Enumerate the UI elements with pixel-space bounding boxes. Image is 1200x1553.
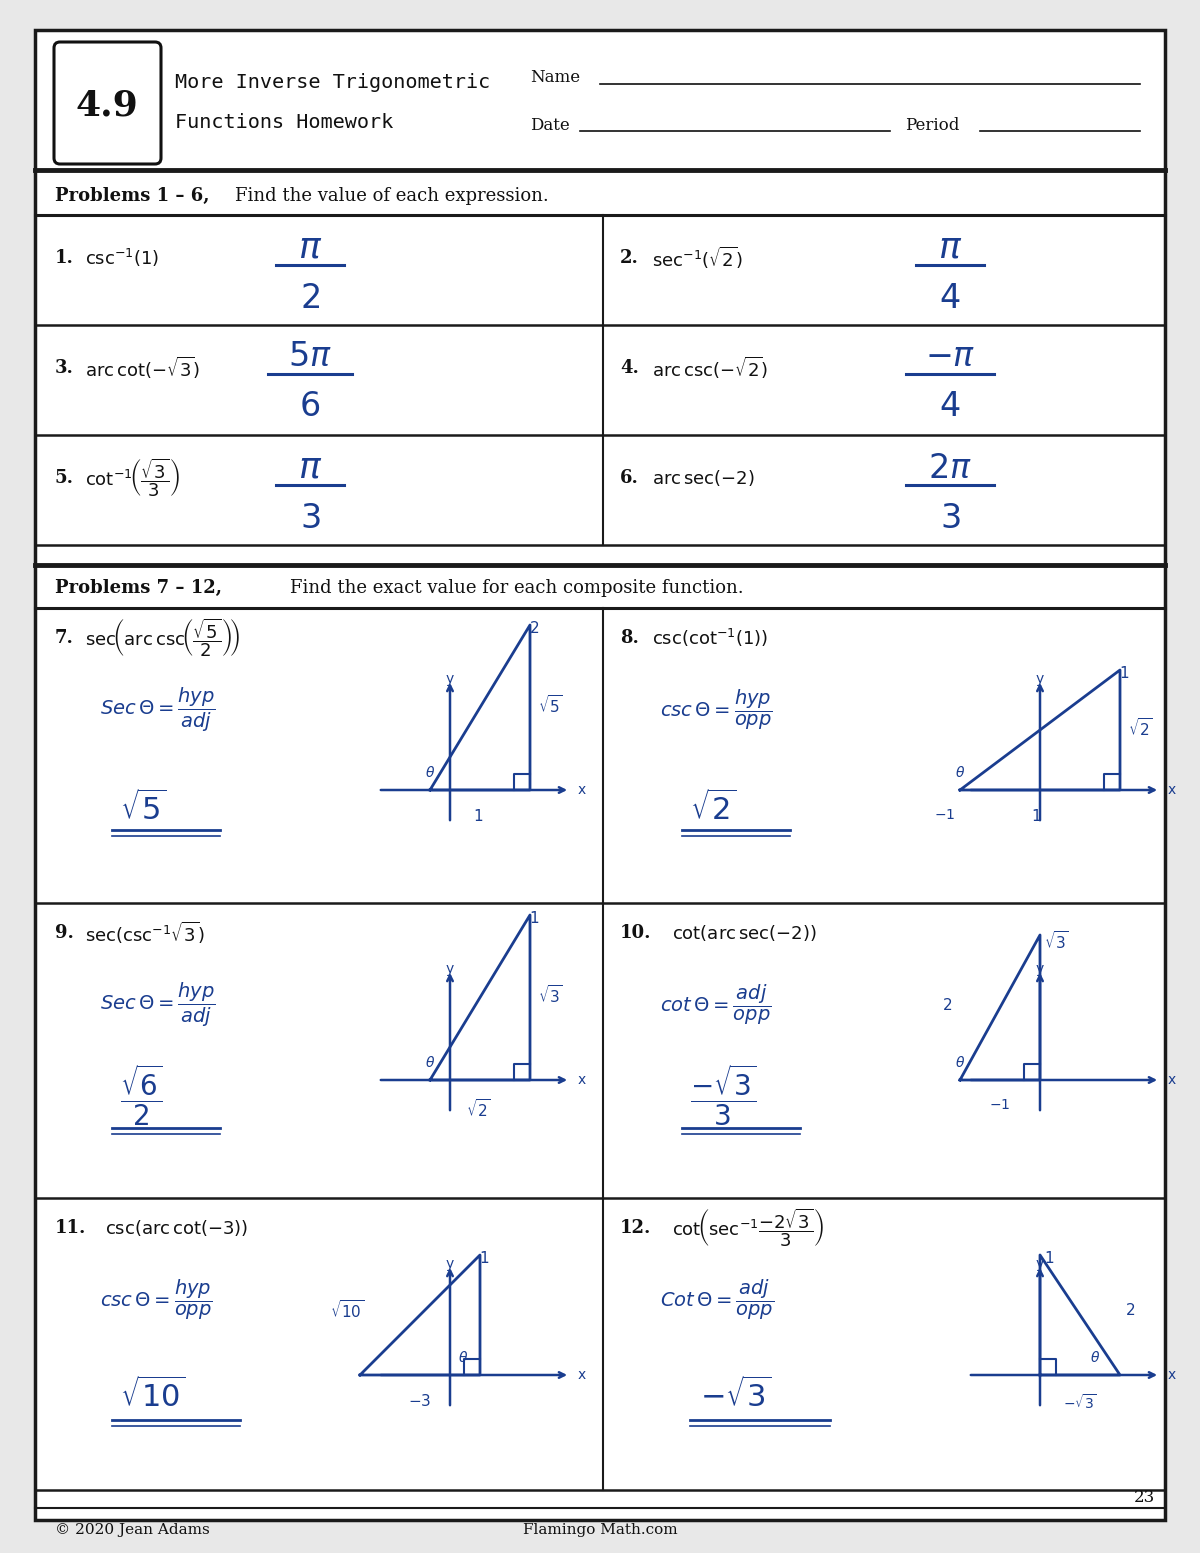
Text: $1$: $1$ [529, 910, 539, 926]
Text: 6.: 6. [620, 469, 638, 488]
Text: $\mathrm{csc}^{-1}(1)$: $\mathrm{csc}^{-1}(1)$ [85, 247, 160, 269]
Text: $-1$: $-1$ [935, 808, 955, 822]
Text: $\mathrm{csc}(\mathrm{arc\,cot}(-3))$: $\mathrm{csc}(\mathrm{arc\,cot}(-3))$ [106, 1218, 248, 1238]
Text: $Cot\,\Theta = \dfrac{adj}{opp}$: $Cot\,\Theta = \dfrac{adj}{opp}$ [660, 1278, 774, 1322]
Text: Period: Period [905, 116, 959, 134]
Text: 11.: 11. [55, 1219, 86, 1238]
Text: x: x [578, 1073, 587, 1087]
Text: 1.: 1. [55, 248, 74, 267]
Text: x: x [1168, 1073, 1176, 1087]
Text: $\sqrt{2}$: $\sqrt{2}$ [466, 1098, 491, 1120]
Text: $csc\,\Theta = \dfrac{hyp}{opp}$: $csc\,\Theta = \dfrac{hyp}{opp}$ [660, 688, 773, 731]
Text: 5.: 5. [55, 469, 74, 488]
Text: $\mathrm{sec}(\mathrm{csc}^{-1}\sqrt{3})$: $\mathrm{sec}(\mathrm{csc}^{-1}\sqrt{3})… [85, 919, 205, 946]
Text: $\sqrt{10}$: $\sqrt{10}$ [330, 1298, 365, 1322]
Text: Find the value of each expression.: Find the value of each expression. [235, 186, 548, 205]
Text: $\mathrm{arc\,cot}(-\sqrt{3})$: $\mathrm{arc\,cot}(-\sqrt{3})$ [85, 356, 200, 380]
Text: $csc\,\Theta = \dfrac{hyp}{opp}$: $csc\,\Theta = \dfrac{hyp}{opp}$ [100, 1278, 212, 1322]
Text: $\theta$: $\theta$ [1090, 1350, 1100, 1365]
Text: y: y [446, 1256, 454, 1270]
Text: $\sqrt{3}$: $\sqrt{3}$ [1044, 930, 1069, 952]
Text: $1$: $1$ [1118, 665, 1129, 682]
Text: $\pi$: $\pi$ [938, 231, 962, 266]
Text: x: x [1168, 783, 1176, 797]
Text: $Sec\,\Theta = \dfrac{hyp}{adj}$: $Sec\,\Theta = \dfrac{hyp}{adj}$ [100, 981, 216, 1030]
Text: x: x [578, 1368, 587, 1382]
Text: 12.: 12. [620, 1219, 652, 1238]
Text: x: x [578, 783, 587, 797]
Text: $\theta$: $\theta$ [425, 1054, 436, 1070]
Text: $3$: $3$ [300, 502, 320, 534]
Text: Problems 1 – 6,: Problems 1 – 6, [55, 186, 210, 205]
Text: $\mathrm{sec}^{-1}(\sqrt{2})$: $\mathrm{sec}^{-1}(\sqrt{2})$ [652, 245, 743, 272]
Text: $\mathrm{arc\,csc}(-\sqrt{2})$: $\mathrm{arc\,csc}(-\sqrt{2})$ [652, 356, 768, 380]
Text: 2.: 2. [620, 248, 638, 267]
Text: 9.: 9. [55, 924, 74, 943]
Text: $\sqrt{5}$: $\sqrt{5}$ [538, 694, 563, 716]
Text: 7.: 7. [55, 629, 74, 648]
Text: y: y [446, 672, 454, 686]
Text: $4$: $4$ [940, 281, 961, 315]
Text: $\theta$: $\theta$ [425, 766, 436, 780]
Text: 3.: 3. [55, 359, 74, 377]
Text: 23: 23 [1134, 1489, 1154, 1506]
Text: Name: Name [530, 70, 580, 87]
Text: $1$: $1$ [473, 808, 484, 825]
Text: $\mathrm{sec}\!\left(\mathrm{arc\,csc}\!\left(\dfrac{\sqrt{5}}{2}\right)\!\right: $\mathrm{sec}\!\left(\mathrm{arc\,csc}\!… [85, 617, 241, 660]
Text: $\sqrt{2}$: $\sqrt{2}$ [1128, 717, 1153, 739]
Text: $\sqrt{10}$: $\sqrt{10}$ [120, 1378, 186, 1413]
Text: $6$: $6$ [300, 390, 320, 424]
Text: y: y [446, 961, 454, 975]
Text: $3$: $3$ [940, 502, 960, 534]
Text: Functions Homework: Functions Homework [175, 112, 394, 132]
Text: $-\pi$: $-\pi$ [925, 340, 976, 374]
Text: $1$: $1$ [1044, 1250, 1055, 1266]
Text: $-\sqrt{3}$: $-\sqrt{3}$ [1063, 1393, 1097, 1412]
Text: $\theta$: $\theta$ [955, 1054, 965, 1070]
Text: 4.: 4. [620, 359, 638, 377]
Text: $2$: $2$ [300, 281, 320, 315]
Text: $\mathrm{csc}(\mathrm{cot}^{-1}(1))$: $\mathrm{csc}(\mathrm{cot}^{-1}(1))$ [652, 627, 768, 649]
Text: © 2020 Jean Adams: © 2020 Jean Adams [55, 1523, 210, 1537]
Text: $-1$: $-1$ [989, 1098, 1010, 1112]
Text: y: y [1036, 672, 1044, 686]
Text: $\theta$: $\theta$ [955, 766, 965, 780]
Text: x: x [1168, 1368, 1176, 1382]
Text: $\mathrm{cot}^{-1}\!\left(\dfrac{\sqrt{3}}{3}\right)$: $\mathrm{cot}^{-1}\!\left(\dfrac{\sqrt{3… [85, 457, 180, 500]
Text: $\sqrt{5}$: $\sqrt{5}$ [120, 790, 167, 826]
Text: $2$: $2$ [942, 997, 952, 1013]
Text: $1$: $1$ [479, 1250, 490, 1266]
Text: $\sqrt{2}$: $\sqrt{2}$ [690, 790, 737, 826]
Text: $2$: $2$ [529, 620, 539, 637]
Text: $1$: $1$ [1031, 808, 1042, 825]
Text: $Sec\,\Theta = \dfrac{hyp}{adj}$: $Sec\,\Theta = \dfrac{hyp}{adj}$ [100, 686, 216, 735]
Text: $\pi$: $\pi$ [298, 450, 322, 485]
Text: $5\pi$: $5\pi$ [288, 340, 332, 374]
Text: $\mathrm{cot}(\mathrm{arc\,sec}(-2))$: $\mathrm{cot}(\mathrm{arc\,sec}(-2))$ [672, 922, 817, 943]
Text: $4$: $4$ [940, 390, 961, 424]
Text: More Inverse Trigonometric: More Inverse Trigonometric [175, 73, 491, 92]
Text: $\pi$: $\pi$ [298, 231, 322, 266]
Text: $2\pi$: $2\pi$ [928, 452, 972, 485]
FancyBboxPatch shape [54, 42, 161, 165]
Text: y: y [1036, 1256, 1044, 1270]
Text: Flamingo Math.com: Flamingo Math.com [523, 1523, 677, 1537]
Text: $\dfrac{-\sqrt{3}}{3}$: $\dfrac{-\sqrt{3}}{3}$ [690, 1062, 756, 1127]
Text: $\theta$: $\theta$ [457, 1350, 468, 1365]
Text: 8.: 8. [620, 629, 638, 648]
Text: $\mathrm{arc\,sec}(-2)$: $\mathrm{arc\,sec}(-2)$ [652, 467, 755, 488]
Text: Date: Date [530, 116, 570, 134]
Text: $\mathrm{cot}\!\left(\mathrm{sec}^{-1}\dfrac{-2\sqrt{3}}{3}\right)$: $\mathrm{cot}\!\left(\mathrm{sec}^{-1}\d… [672, 1207, 824, 1249]
Text: $\sqrt{3}$: $\sqrt{3}$ [538, 985, 563, 1006]
Text: Find the exact value for each composite function.: Find the exact value for each composite … [290, 579, 744, 596]
Text: 4.9: 4.9 [76, 89, 138, 123]
Text: y: y [1036, 961, 1044, 975]
Text: $-3$: $-3$ [408, 1393, 432, 1409]
Text: $cot\,\Theta = \dfrac{adj}{opp}$: $cot\,\Theta = \dfrac{adj}{opp}$ [660, 983, 772, 1027]
Text: $-\sqrt{3}$: $-\sqrt{3}$ [700, 1378, 772, 1413]
Text: Problems 7 – 12,: Problems 7 – 12, [55, 579, 222, 596]
Text: $2$: $2$ [1126, 1301, 1135, 1318]
Text: 10.: 10. [620, 924, 652, 943]
Text: $\dfrac{\sqrt{6}}{2}$: $\dfrac{\sqrt{6}}{2}$ [120, 1062, 163, 1127]
